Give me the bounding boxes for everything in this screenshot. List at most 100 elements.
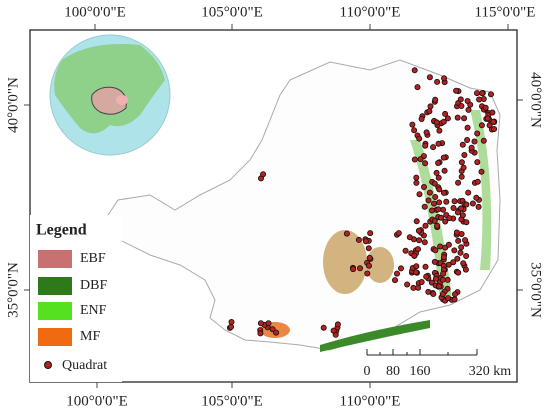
quadrat-point bbox=[436, 186, 443, 193]
quadrat-point bbox=[474, 130, 481, 137]
quadrat-point bbox=[413, 174, 420, 181]
quadrat-point bbox=[491, 126, 498, 133]
quadrat-point bbox=[446, 215, 453, 222]
quadrat-point bbox=[453, 87, 460, 94]
legend-label: MF bbox=[80, 329, 100, 344]
quadrat-point bbox=[364, 270, 371, 277]
quadrat-point bbox=[406, 234, 413, 241]
quadrat-point bbox=[464, 98, 471, 105]
quadrat-point bbox=[330, 327, 337, 334]
quadrat-point bbox=[473, 194, 480, 201]
legend-point bbox=[44, 361, 52, 369]
quadrat-point bbox=[431, 180, 438, 187]
quadrat-point bbox=[465, 106, 472, 113]
legend-swatch bbox=[38, 250, 72, 268]
quadrat-point bbox=[422, 263, 429, 270]
quadrat-point bbox=[479, 90, 486, 97]
quadrat-point bbox=[432, 247, 439, 254]
quadrat-point bbox=[260, 171, 267, 178]
quadrat-point bbox=[450, 259, 457, 266]
quadrat-point bbox=[426, 189, 433, 196]
quadrat-point bbox=[416, 191, 423, 198]
legend-box bbox=[30, 215, 122, 382]
quadrat-point bbox=[440, 154, 447, 161]
quadrat-point bbox=[420, 183, 427, 190]
quadrat-point bbox=[451, 291, 458, 298]
quadrat-point bbox=[365, 262, 372, 269]
quadrat-point bbox=[334, 321, 341, 328]
quadrat-point bbox=[474, 159, 481, 166]
quadrat-point bbox=[455, 237, 462, 244]
quadrat-point bbox=[356, 265, 363, 272]
quadrat-point bbox=[440, 189, 447, 196]
quadrat-point bbox=[418, 116, 425, 123]
quadrat-point bbox=[475, 203, 482, 210]
quadrat-point bbox=[443, 198, 450, 205]
quadrat-point bbox=[427, 103, 434, 110]
legend-label: Quadrat bbox=[62, 358, 107, 373]
quadrat-point bbox=[413, 179, 420, 186]
quadrat-point bbox=[463, 252, 470, 259]
quadrat-point bbox=[458, 103, 465, 110]
quadrat-point bbox=[422, 142, 429, 149]
quadrat-point bbox=[455, 269, 462, 276]
quadrat-point bbox=[474, 178, 481, 185]
quadrat-point bbox=[430, 200, 437, 207]
quadrat-point bbox=[257, 320, 264, 327]
quadrat-point bbox=[423, 273, 430, 280]
quadrat-point bbox=[412, 269, 419, 276]
quadrat-point bbox=[393, 270, 400, 277]
quadrat-point bbox=[350, 266, 357, 273]
quadrat-point bbox=[471, 138, 478, 145]
scale-label: 320 km bbox=[469, 364, 512, 379]
quadrat-point bbox=[464, 124, 471, 131]
legend-swatch bbox=[38, 302, 72, 320]
quadrat-point bbox=[487, 91, 494, 98]
quadrat-point bbox=[482, 104, 489, 111]
legend-title: Legend bbox=[36, 222, 87, 239]
longitude-label: 110°0'0"E bbox=[340, 393, 401, 409]
quadrat-point bbox=[391, 277, 398, 284]
quadrat-point bbox=[413, 218, 420, 225]
legend-label: EBF bbox=[80, 251, 106, 266]
quadrat-point bbox=[441, 167, 448, 174]
longitude-label: 105°0'0"E bbox=[201, 4, 263, 20]
quadrat-point bbox=[430, 290, 437, 297]
quadrat-point bbox=[367, 230, 374, 237]
quadrat-point bbox=[411, 67, 418, 74]
scale-label: 0 bbox=[364, 364, 371, 379]
scale-label: 80 bbox=[386, 364, 400, 379]
quadrat-point bbox=[434, 222, 441, 229]
quadrat-point bbox=[436, 127, 443, 134]
quadrat-point bbox=[451, 296, 458, 303]
quadrat-point bbox=[227, 323, 234, 330]
quadrat-point bbox=[461, 151, 468, 158]
longitude-label: 105°0'0"E bbox=[201, 393, 263, 409]
longitude-label: 115°0'0"E bbox=[475, 4, 536, 20]
quadrat-point bbox=[463, 219, 470, 226]
quadrat-point bbox=[395, 230, 402, 237]
quadrat-point bbox=[404, 281, 411, 288]
quadrat-point bbox=[436, 199, 443, 206]
quadrat-point bbox=[465, 189, 472, 196]
quadrat-point bbox=[265, 320, 272, 327]
quadrat-point bbox=[433, 119, 440, 126]
quadrat-point bbox=[451, 247, 458, 254]
quadrat-point bbox=[415, 227, 422, 234]
quadrat-point bbox=[459, 212, 466, 219]
quadrat-point bbox=[445, 261, 452, 268]
quadrat-point bbox=[432, 275, 439, 282]
quadrat-point bbox=[422, 222, 429, 229]
legend-swatch bbox=[38, 328, 72, 346]
quadrat-point bbox=[437, 243, 444, 250]
quadrat-point bbox=[432, 193, 439, 200]
quadrat-point bbox=[476, 96, 483, 103]
quadrat-point bbox=[431, 258, 438, 265]
quadrat-point bbox=[458, 230, 465, 237]
quadrat-point bbox=[478, 122, 485, 129]
latitude-label: 40°0'0"N bbox=[5, 77, 21, 133]
quadrat-point bbox=[455, 179, 462, 186]
quadrat-point bbox=[439, 276, 446, 283]
quadrat-point bbox=[435, 174, 442, 181]
quadrat-point bbox=[454, 209, 461, 216]
